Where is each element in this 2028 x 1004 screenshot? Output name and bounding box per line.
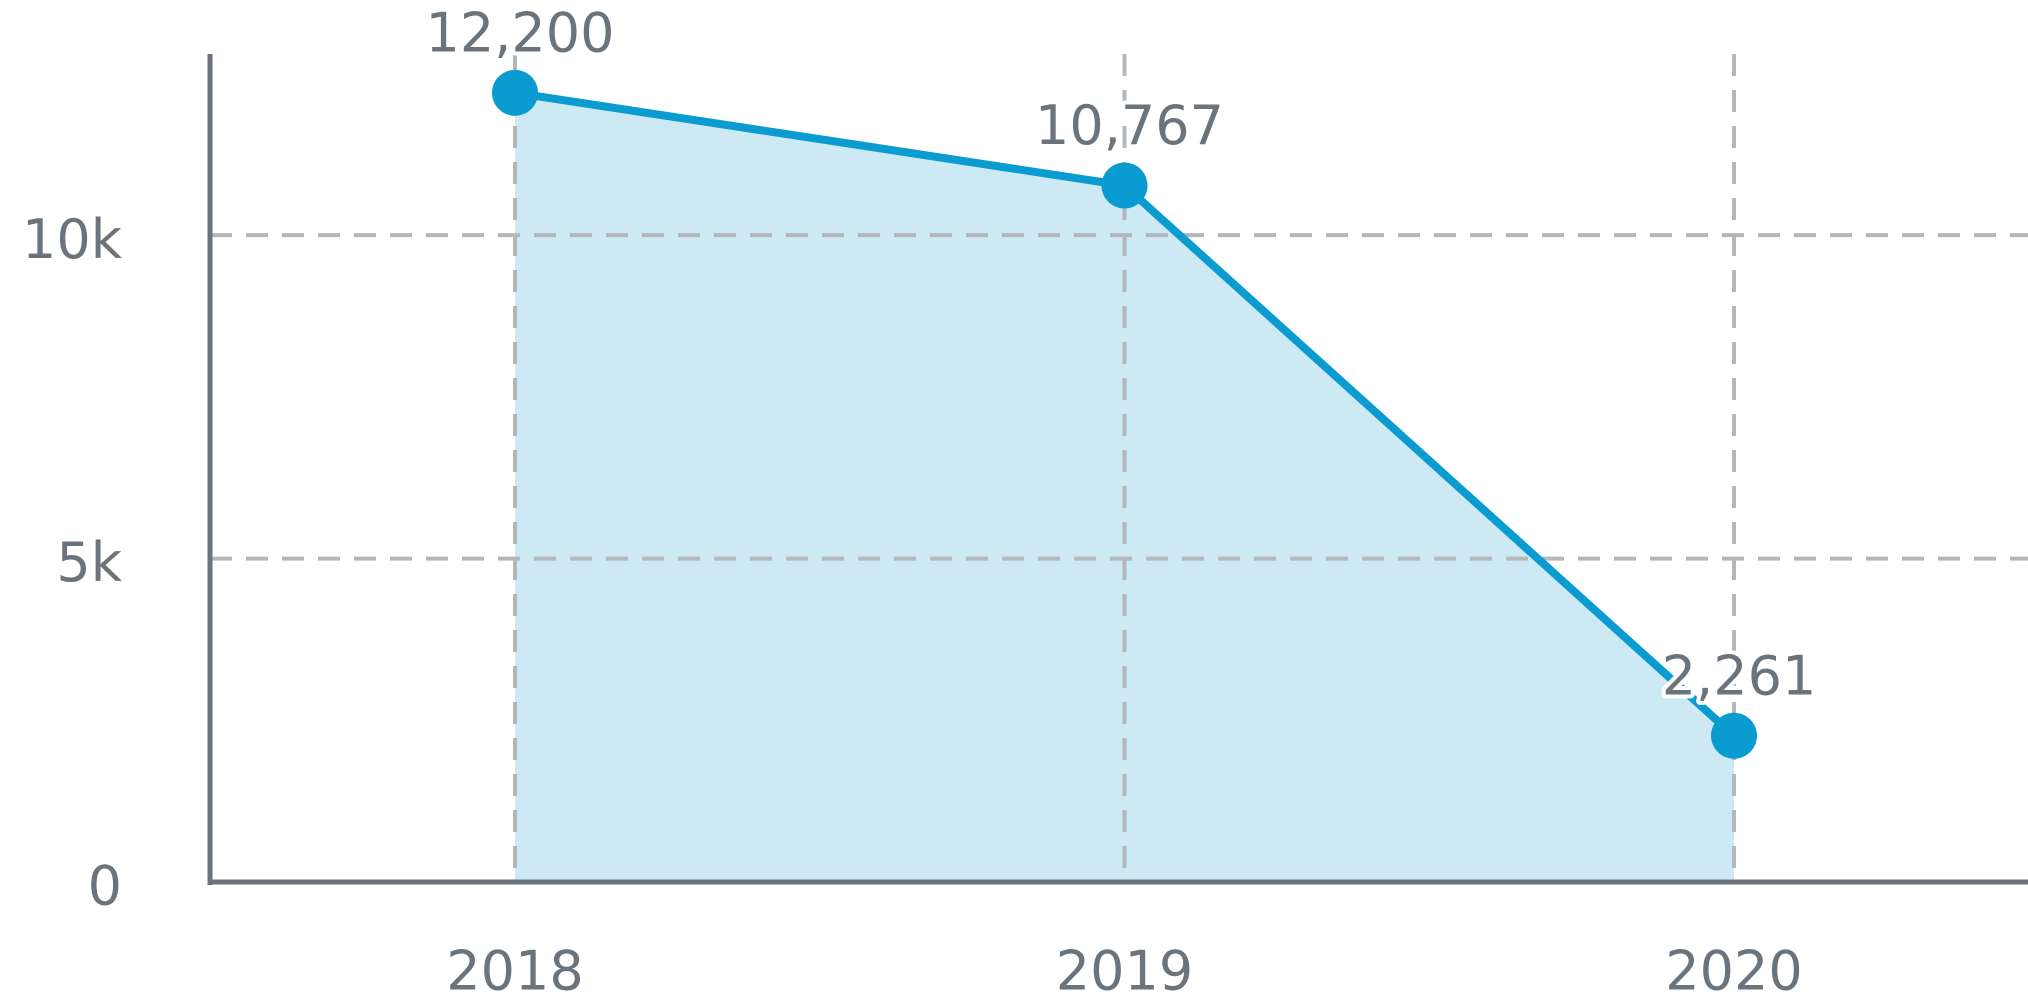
point: [1711, 712, 1757, 759]
data-label: 2,261: [1662, 644, 1817, 707]
point: [492, 69, 538, 116]
y-tick-label: 0: [88, 855, 122, 918]
data-label: 12,200: [426, 1, 615, 64]
x-tick-label: 2018: [446, 940, 583, 1003]
y-tick-label: 5k: [56, 531, 122, 594]
x-tick-label: 2019: [1056, 940, 1193, 1003]
y-tick-label: 10k: [22, 208, 123, 271]
data-label: 10,767: [1035, 94, 1224, 157]
x-tick-label: 2020: [1665, 940, 1802, 1003]
point: [1101, 162, 1148, 209]
